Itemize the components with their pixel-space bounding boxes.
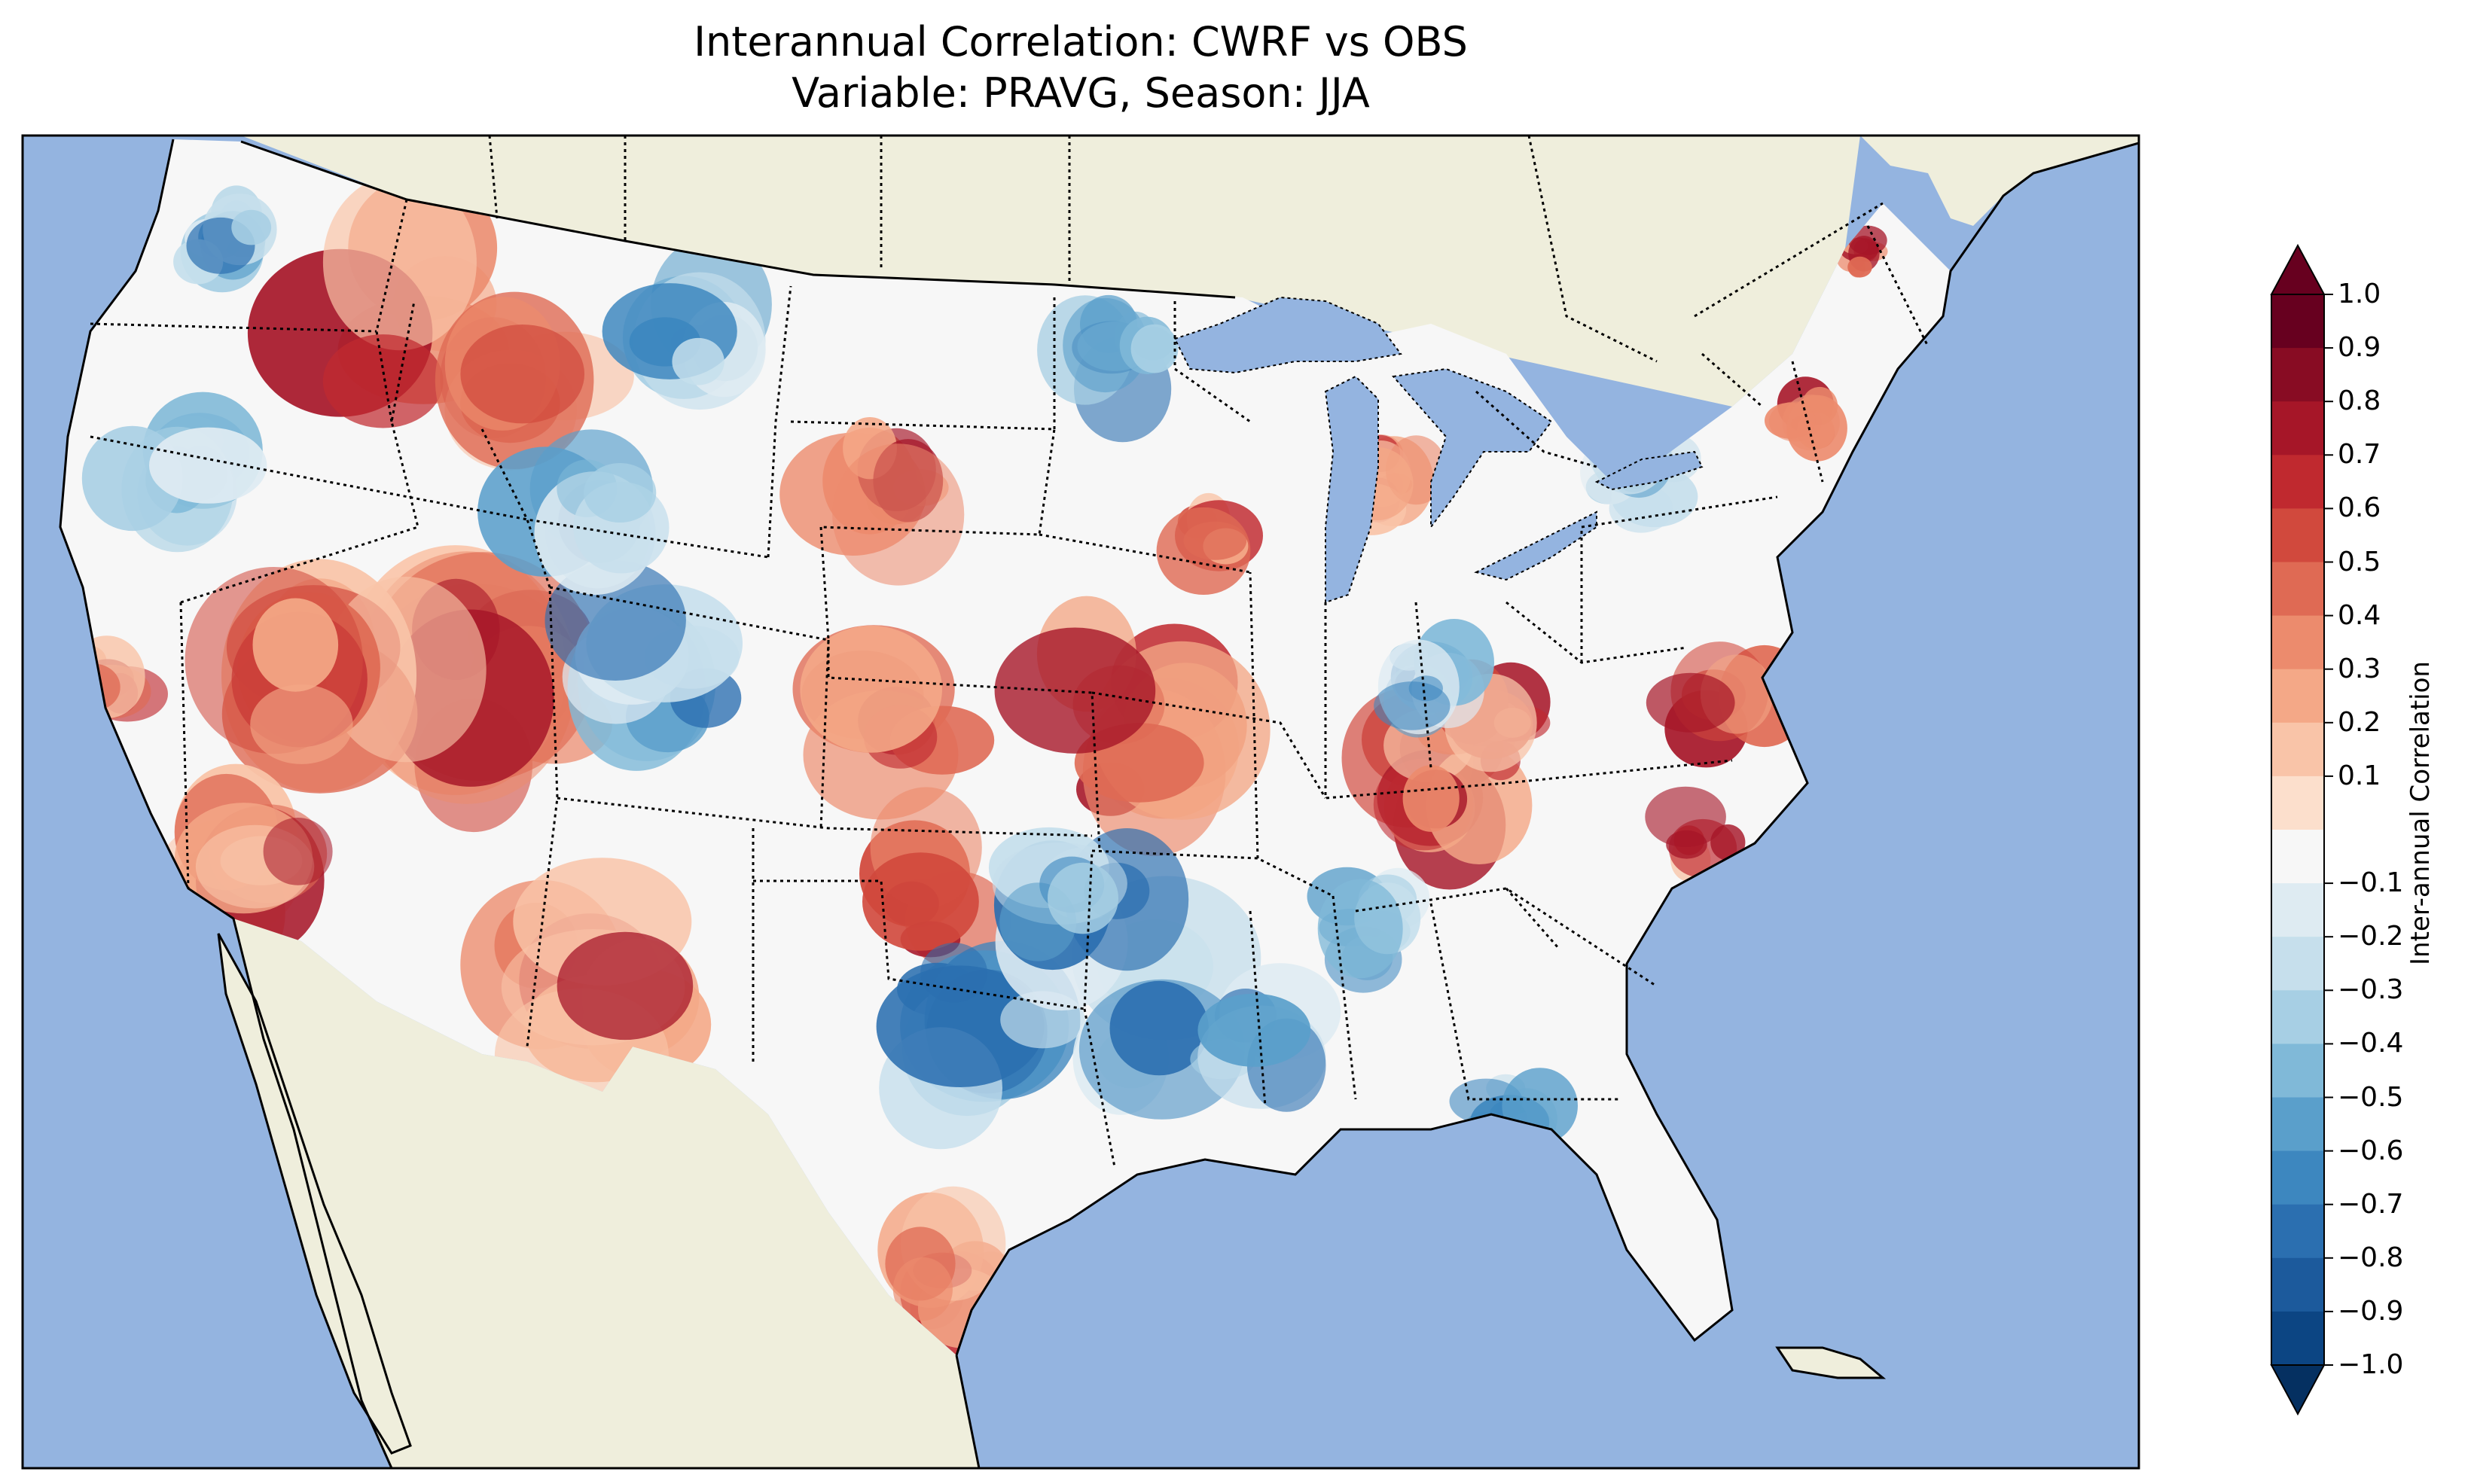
- colorbar-min-extension: [2270, 1364, 2326, 1416]
- correlation-contour: [1197, 993, 1311, 1067]
- baja-coast: [217, 933, 412, 1455]
- colorbar-level: [2271, 1150, 2324, 1205]
- colorbar-tick-label: −0.4: [2338, 1028, 2404, 1059]
- correlation-contour: [322, 334, 444, 428]
- colorbar-tick-label: −1.0: [2338, 1349, 2404, 1380]
- great-lakes: [1173, 296, 1704, 604]
- correlation-contour: [892, 1257, 953, 1321]
- correlation-contour: [1317, 879, 1403, 979]
- colorbar-tick-label: −0.7: [2338, 1188, 2404, 1220]
- correlation-contour: [1402, 765, 1460, 832]
- colorbar-tick-label: −0.1: [2338, 867, 2404, 899]
- colorbar-max-extension: [2270, 243, 2326, 295]
- correlation-contour: [1109, 980, 1209, 1076]
- colorbar-level: [2271, 1311, 2324, 1366]
- correlation-contour: [832, 443, 965, 586]
- correlation-contour: [862, 852, 979, 951]
- colorbar-frame: [2271, 294, 2325, 1366]
- correlation-contour: [920, 943, 987, 1003]
- correlation-contour: [557, 931, 694, 1041]
- colorbar-tick-label: 0.2: [2338, 706, 2381, 738]
- colorbar-level: [2271, 1044, 2324, 1099]
- figure-subtitle: Variable: PRAVG, Season: JJA: [792, 69, 1370, 117]
- correlation-contour: [149, 427, 267, 504]
- colorbar-level: [2271, 776, 2324, 830]
- colorbar-level: [2271, 990, 2324, 1044]
- colorbar-level: [2271, 669, 2324, 724]
- colorbar-tick-label: 1.0: [2338, 279, 2381, 309]
- correlation-contour: [252, 598, 339, 692]
- figure-title: Interannual Correlation: CWRF vs OBS: [694, 18, 1468, 66]
- correlation-contour: [1183, 521, 1247, 560]
- colorbar-tick-label: 0.1: [2338, 760, 2381, 791]
- colorbar-level: [2271, 1097, 2324, 1152]
- colorbar-tick-label: 0.6: [2338, 492, 2381, 524]
- colorbar-tick-label: −0.6: [2338, 1135, 2404, 1166]
- correlation-contour: [250, 684, 353, 764]
- colorbar-level: [2271, 508, 2324, 563]
- lake-ontario: [1594, 450, 1704, 491]
- correlation-contour: [584, 463, 657, 523]
- colorbar-tick-label: 0.3: [2338, 653, 2381, 684]
- correlation-contour: [322, 174, 477, 351]
- correlation-contour: [231, 209, 272, 245]
- baja-peninsula: [218, 934, 410, 1453]
- colorbar-level: [2271, 294, 2324, 349]
- correlation-contour: [1847, 256, 1872, 278]
- cuba-coast: [1775, 1346, 1887, 1379]
- colorbar-tick-label: −0.2: [2338, 921, 2404, 952]
- colorbar-tick-label: 0.9: [2338, 332, 2381, 364]
- correlation-contour: [460, 325, 584, 424]
- mexico-land: [233, 919, 979, 1468]
- colorbar-tick-label: 0.8: [2338, 385, 2381, 417]
- canada-land: [241, 136, 2139, 407]
- colorbar-tick-label: 0.7: [2338, 439, 2381, 471]
- colorbar-tick-label: 0.5: [2338, 546, 2381, 577]
- colorbar-level: [2271, 937, 2324, 991]
- colorbar-tick-label: 0.4: [2338, 599, 2381, 631]
- correlation-contour: [263, 818, 333, 885]
- correlation-field: [60, 139, 1951, 1355]
- map-frame: [21, 134, 2140, 1470]
- correlation-contour: [1765, 402, 1816, 439]
- colorbar-tick-label: −0.9: [2338, 1295, 2404, 1327]
- lake-huron: [1392, 367, 1553, 529]
- coastline: [59, 139, 2139, 1468]
- state-borders: [90, 136, 1929, 1168]
- colorbar-tick-label: −0.5: [2338, 1081, 2404, 1113]
- canada-us-border: [240, 140, 1236, 299]
- colorbar-level: [2271, 722, 2324, 777]
- colorbar-level: [2271, 830, 2324, 884]
- colorbar: [2270, 243, 2333, 1416]
- colorbar-tick-label: −0.8: [2338, 1242, 2404, 1273]
- correlation-contour: [1645, 786, 1726, 848]
- colorbar-level: [2271, 615, 2324, 670]
- colorbar-level: [2271, 455, 2324, 509]
- colorbar-tick-label: −0.3: [2338, 974, 2404, 1006]
- correlation-contour: [800, 625, 942, 753]
- correlation-contour: [994, 627, 1156, 754]
- colorbar-level: [2271, 348, 2324, 402]
- colorbar-label: Inter-annual Correlation: [2405, 661, 2436, 965]
- correlation-contour: [1646, 672, 1735, 733]
- correlation-contour: [1063, 297, 1148, 393]
- cuba-island: [1777, 1348, 1883, 1378]
- colorbar-level: [2271, 1257, 2324, 1312]
- colorbar-level: [2271, 401, 2324, 456]
- correlation-contour: [672, 337, 725, 385]
- correlation-contour: [1048, 862, 1118, 934]
- lake-erie: [1474, 510, 1597, 581]
- colorbar-level: [2271, 883, 2324, 937]
- correlation-contour: [1408, 675, 1444, 702]
- lake-michigan: [1324, 375, 1379, 604]
- colorbar-level: [2271, 562, 2324, 617]
- correlation-contour: [1130, 324, 1179, 373]
- lake-superior: [1173, 296, 1402, 374]
- colorbar-level: [2271, 1204, 2324, 1259]
- correlation-contour: [1666, 830, 1707, 859]
